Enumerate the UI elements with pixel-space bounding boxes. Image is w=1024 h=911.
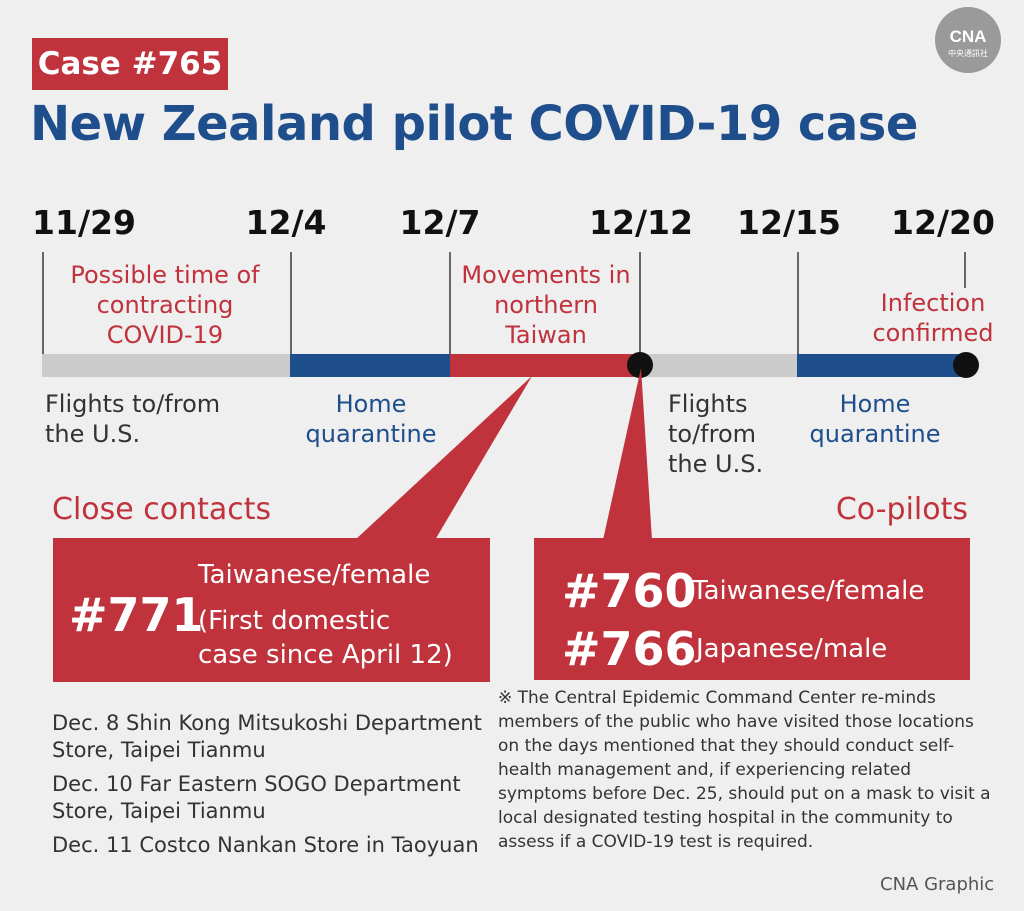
logo-text: CNA [950, 27, 987, 46]
case-tag: Case #765 [32, 38, 228, 90]
advisory-note: ※ The Central Epidemic Command Center re… [498, 688, 991, 852]
home-quarantine-label: Home quarantine [305, 390, 437, 448]
graphic-credit: CNA Graphic [880, 874, 995, 895]
timeline-segment-flights [640, 354, 797, 377]
case-number: #760 [562, 564, 697, 618]
date-tick [964, 252, 966, 288]
co-pilots-pointer [603, 368, 652, 540]
date-tick [797, 252, 799, 355]
case-description: (First domestic [198, 606, 391, 636]
date-label: 12/4 [245, 203, 327, 242]
date-label: 12/15 [737, 203, 841, 242]
date-label: 12/7 [399, 203, 481, 242]
co-pilots-heading: Co-pilots [835, 492, 968, 527]
case-description: Taiwanese/female [198, 560, 431, 590]
timeline-segment-movements [450, 354, 640, 377]
date-label: 12/12 [589, 203, 693, 242]
date-tick [449, 252, 451, 355]
logo-subtext: 中央通訊社 [948, 48, 988, 58]
timeline-marker-dot [953, 352, 979, 378]
home-quarantine-label: Home quarantine [809, 390, 941, 448]
timeline-segment-home-quarantine [290, 354, 450, 377]
date-tick [290, 252, 292, 355]
case-description: case since April 12) [198, 640, 453, 670]
case-number: #766 [562, 622, 697, 676]
co-pilots-box: #760 Taiwanese/female #766 Japanese/male [534, 538, 970, 680]
flights-label: Flights to/from the U.S. [45, 390, 221, 448]
location-item: Dec. 8 Shin Kong Mitsukoshi Department S… [52, 711, 482, 762]
page-title: New Zealand pilot COVID-19 case [30, 96, 918, 152]
location-item: Dec. 10 Far Eastern SOGO Department Stor… [52, 772, 461, 823]
infection-confirmed-label: Infection confirmed [872, 289, 994, 347]
case-number: #771 [69, 588, 204, 642]
timeline-segment-flights [42, 354, 290, 377]
case-description: Taiwanese/female [692, 576, 925, 606]
close-contacts-pointer [355, 376, 532, 540]
possible-contracting-label: Possible time of contracting COVID-19 [70, 261, 260, 349]
date-label: 12/20 [891, 203, 995, 242]
flights-label: Flights to/from the U.S. [668, 390, 764, 478]
date-tick [42, 252, 44, 355]
timeline-segment-home-quarantine [797, 354, 965, 377]
case-description: Japanese/male [696, 634, 888, 664]
date-label: 11/29 [32, 203, 136, 242]
location-item: Dec. 11 Costco Nankan Store in Taoyuan [52, 833, 479, 857]
close-contacts-heading: Close contacts [52, 492, 272, 527]
movements-label: Movements in northern Taiwan [461, 261, 631, 349]
date-tick [639, 252, 641, 355]
close-contacts-box: #771 Taiwanese/female (First domestic ca… [53, 538, 490, 682]
cna-logo: CNA 中央通訊社 [935, 7, 1001, 73]
